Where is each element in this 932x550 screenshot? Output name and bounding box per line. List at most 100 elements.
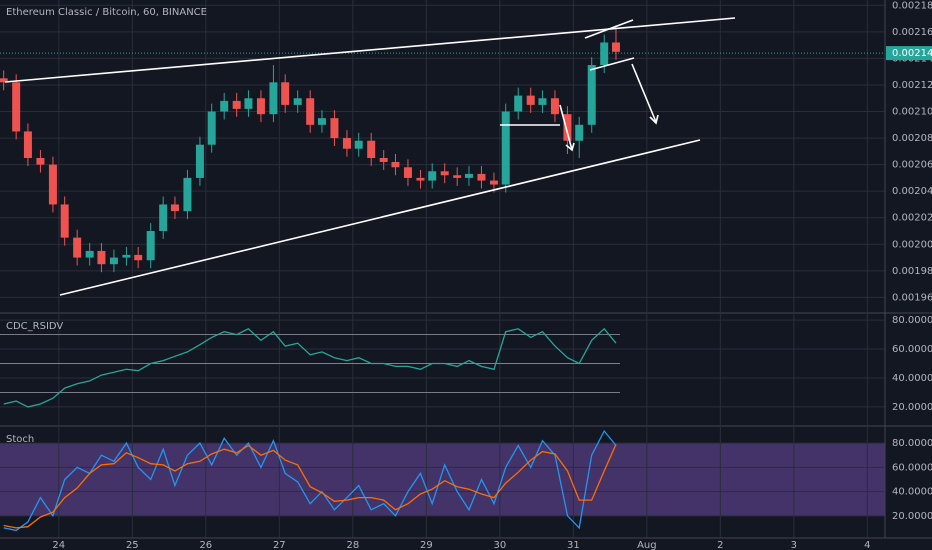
chart-title: Ethereum Classic / Bitcoin, 60, BINANCE	[6, 7, 207, 18]
candle-body	[60, 204, 69, 238]
candle-body	[85, 250, 94, 258]
candle-body	[526, 95, 535, 105]
indicator-title: CDC_RSIDV	[6, 321, 63, 332]
y-tick-label: 20.0000	[892, 511, 932, 522]
channel-line	[589, 57, 635, 71]
arrow	[631, 63, 657, 123]
candle-body	[403, 167, 412, 178]
candle-body	[477, 173, 486, 181]
candle-body	[342, 138, 351, 149]
indicator-line	[3, 327, 617, 408]
x-tick-label: 25	[126, 540, 139, 550]
candle-body	[379, 157, 388, 162]
x-tick-label: 30	[493, 540, 506, 550]
candle-body	[563, 114, 572, 141]
candle-body	[23, 131, 32, 158]
candle-body	[538, 98, 547, 105]
candle-body	[489, 180, 498, 185]
y-tick-label: 60.0000	[892, 462, 932, 473]
indicator-line	[3, 429, 617, 532]
candle-body	[440, 171, 449, 176]
candle-body	[293, 98, 302, 105]
channel-line	[584, 19, 634, 39]
x-tick-label: 2	[717, 540, 723, 550]
arrow-head	[565, 142, 575, 152]
candle-body	[416, 177, 425, 181]
candle-body	[183, 177, 192, 212]
trend-line	[59, 139, 701, 296]
candle-body	[587, 65, 596, 125]
x-tick-label: 4	[864, 540, 870, 550]
y-tick-label: 80.0000	[892, 438, 932, 449]
candle-body	[122, 254, 131, 258]
x-tick-label: 26	[199, 540, 212, 550]
x-tick-label: 31	[567, 540, 580, 550]
x-tick-label: 29	[420, 540, 433, 550]
y-tick-label: 40.0000	[892, 487, 932, 498]
last-price-label: 0.002144	[892, 48, 932, 59]
drawings	[4, 17, 736, 296]
candle-body	[514, 95, 523, 112]
arrow-head	[649, 114, 659, 125]
candle-body	[550, 98, 559, 115]
candle-body	[36, 157, 45, 165]
candle-body	[453, 175, 462, 178]
candle-body	[354, 140, 363, 149]
candle-body	[330, 118, 339, 139]
x-tick-label: 28	[346, 540, 359, 550]
y-tick-label: 60.0000	[892, 344, 932, 355]
x-tick-label: Aug	[637, 540, 657, 550]
candle-body	[232, 100, 241, 109]
candle-body	[195, 144, 204, 178]
x-tick-label: 24	[52, 540, 65, 550]
candle-body	[97, 250, 106, 265]
candle-body	[244, 98, 253, 109]
candle-body	[170, 204, 179, 212]
last-price-box	[886, 46, 932, 61]
candle-body	[134, 254, 143, 261]
candle-body	[428, 171, 437, 181]
indicator-line	[3, 444, 617, 529]
candle-body	[391, 161, 400, 168]
candle-body	[159, 204, 168, 232]
candle-body	[317, 118, 326, 125]
x-tick-label: 27	[273, 540, 286, 550]
candle-body	[464, 173, 473, 178]
indicator-title: Stoch	[6, 434, 34, 445]
candle-body	[220, 100, 229, 112]
candle-body	[146, 231, 155, 261]
candle-body	[501, 111, 510, 185]
y-tick-label: 20.0000	[892, 402, 932, 413]
candle-body	[109, 257, 118, 265]
candle-body	[48, 164, 57, 205]
candle-body	[12, 82, 21, 132]
trend-line	[4, 17, 736, 83]
candle-body	[575, 124, 584, 141]
candle-body	[306, 98, 315, 125]
candle-body	[611, 42, 620, 52]
candle-body	[600, 42, 609, 66]
arrow	[559, 104, 573, 151]
candle-body	[269, 82, 278, 115]
candle-body	[73, 237, 82, 258]
candle-body	[281, 82, 290, 105]
candle-body	[207, 111, 216, 145]
candle-body	[367, 140, 376, 158]
y-tick-label: 0.001960	[892, 292, 932, 303]
candle-body	[256, 98, 265, 115]
y-tick-label: 40.0000	[892, 373, 932, 384]
x-tick-label: 3	[791, 540, 797, 550]
stoch-band	[0, 443, 885, 516]
y-tick-label: 80.0000	[892, 315, 932, 326]
